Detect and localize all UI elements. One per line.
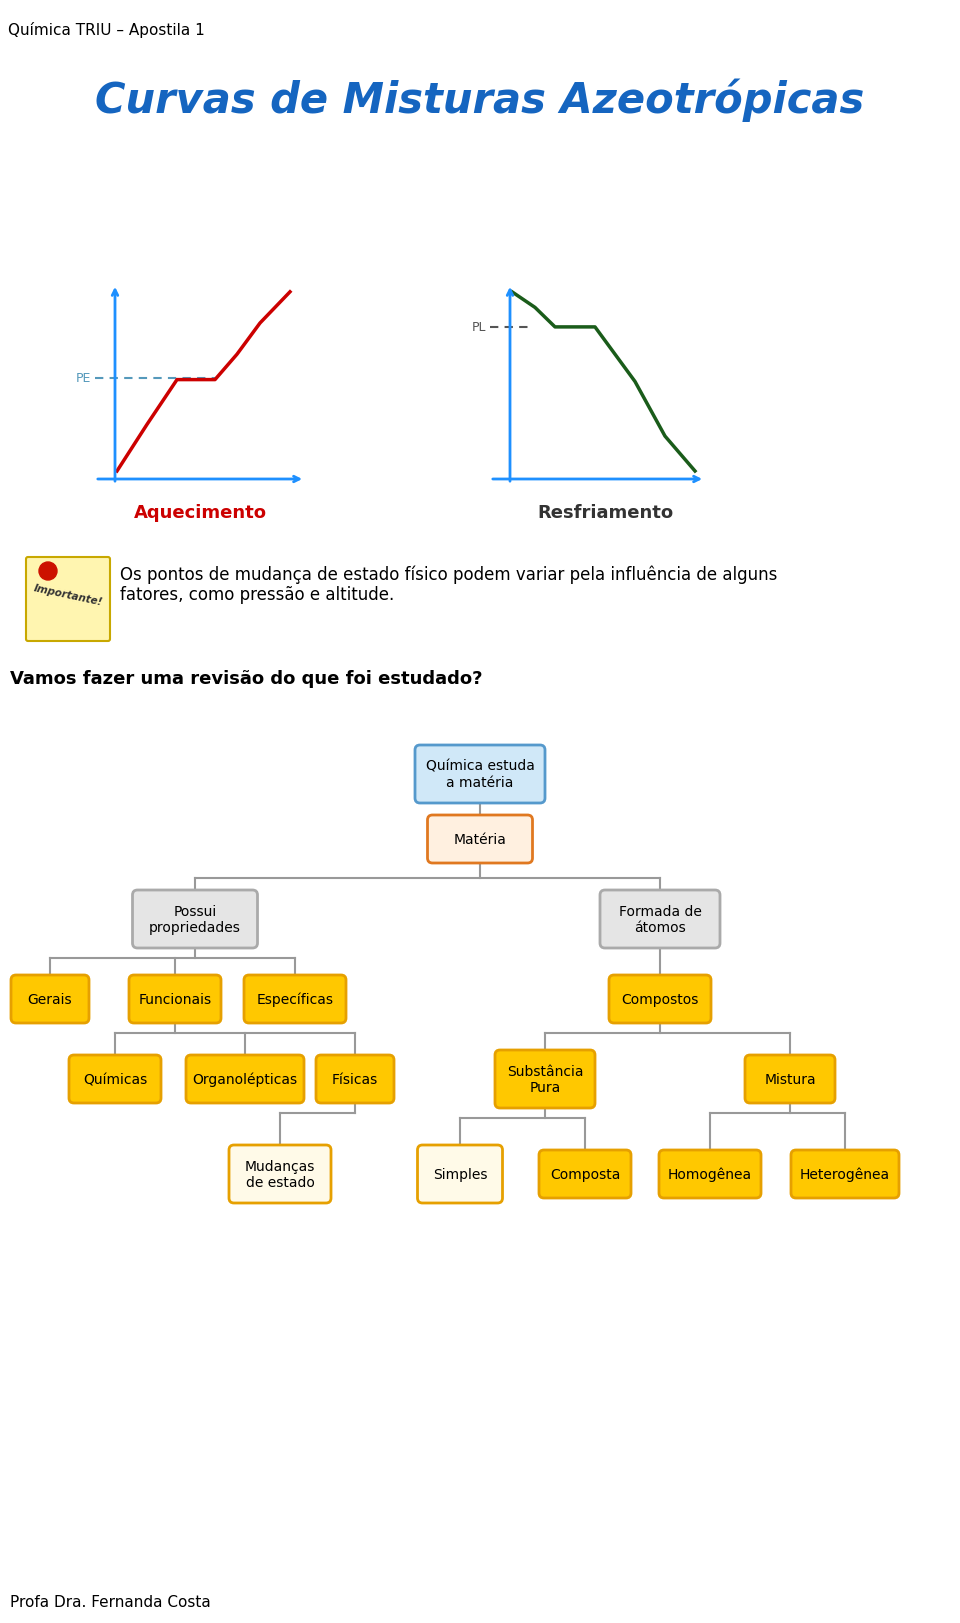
Text: Os pontos de mudança de estado físico podem variar pela influência de alguns
fat: Os pontos de mudança de estado físico po…	[120, 565, 778, 604]
FancyBboxPatch shape	[186, 1055, 304, 1104]
Text: Curvas de Misturas Azeotrópicas: Curvas de Misturas Azeotrópicas	[95, 78, 865, 122]
Text: PE: PE	[76, 372, 91, 385]
Text: Aquecimento: Aquecimento	[133, 503, 267, 521]
Text: Química estuda
a matéria: Química estuda a matéria	[425, 760, 535, 790]
Text: Simples: Simples	[433, 1167, 488, 1182]
Text: Físicas: Físicas	[332, 1073, 378, 1086]
FancyBboxPatch shape	[11, 975, 89, 1024]
Text: Substância
Pura: Substância Pura	[507, 1065, 584, 1094]
FancyBboxPatch shape	[600, 891, 720, 948]
Text: Mudanças
de estado: Mudanças de estado	[245, 1159, 315, 1190]
FancyBboxPatch shape	[69, 1055, 161, 1104]
Text: Funcionais: Funcionais	[138, 992, 211, 1006]
Text: Heterogênea: Heterogênea	[800, 1167, 890, 1182]
FancyBboxPatch shape	[418, 1146, 502, 1203]
Text: Gerais: Gerais	[28, 992, 72, 1006]
FancyBboxPatch shape	[539, 1151, 631, 1198]
FancyBboxPatch shape	[427, 815, 533, 863]
Text: Organolépticas: Organolépticas	[192, 1073, 298, 1086]
Text: Mistura: Mistura	[764, 1073, 816, 1086]
Text: Química TRIU – Apostila 1: Química TRIU – Apostila 1	[8, 23, 204, 37]
Text: Matéria: Matéria	[453, 833, 507, 847]
Text: Resfriamento: Resfriamento	[537, 503, 673, 521]
FancyBboxPatch shape	[132, 891, 257, 948]
FancyBboxPatch shape	[415, 745, 545, 803]
Text: Possui
propriedades: Possui propriedades	[149, 904, 241, 935]
FancyBboxPatch shape	[659, 1151, 761, 1198]
FancyBboxPatch shape	[791, 1151, 899, 1198]
Text: Compostos: Compostos	[621, 992, 699, 1006]
Circle shape	[39, 563, 57, 581]
Text: Profa Dra. Fernanda Costa: Profa Dra. Fernanda Costa	[10, 1594, 211, 1608]
FancyBboxPatch shape	[244, 975, 346, 1024]
Text: Específicas: Específicas	[256, 992, 333, 1006]
FancyBboxPatch shape	[129, 975, 221, 1024]
Text: Homogênea: Homogênea	[668, 1167, 752, 1182]
FancyBboxPatch shape	[316, 1055, 394, 1104]
Text: Vamos fazer uma revisão do que foi estudado?: Vamos fazer uma revisão do que foi estud…	[10, 670, 483, 688]
FancyBboxPatch shape	[26, 558, 110, 641]
FancyBboxPatch shape	[609, 975, 711, 1024]
Text: PL: PL	[471, 321, 486, 334]
FancyBboxPatch shape	[745, 1055, 835, 1104]
Text: Composta: Composta	[550, 1167, 620, 1182]
FancyBboxPatch shape	[495, 1050, 595, 1109]
Text: Formada de
átomos: Formada de átomos	[618, 904, 702, 935]
Text: Importante!: Importante!	[33, 583, 104, 607]
FancyBboxPatch shape	[229, 1146, 331, 1203]
Text: Químicas: Químicas	[83, 1073, 147, 1086]
